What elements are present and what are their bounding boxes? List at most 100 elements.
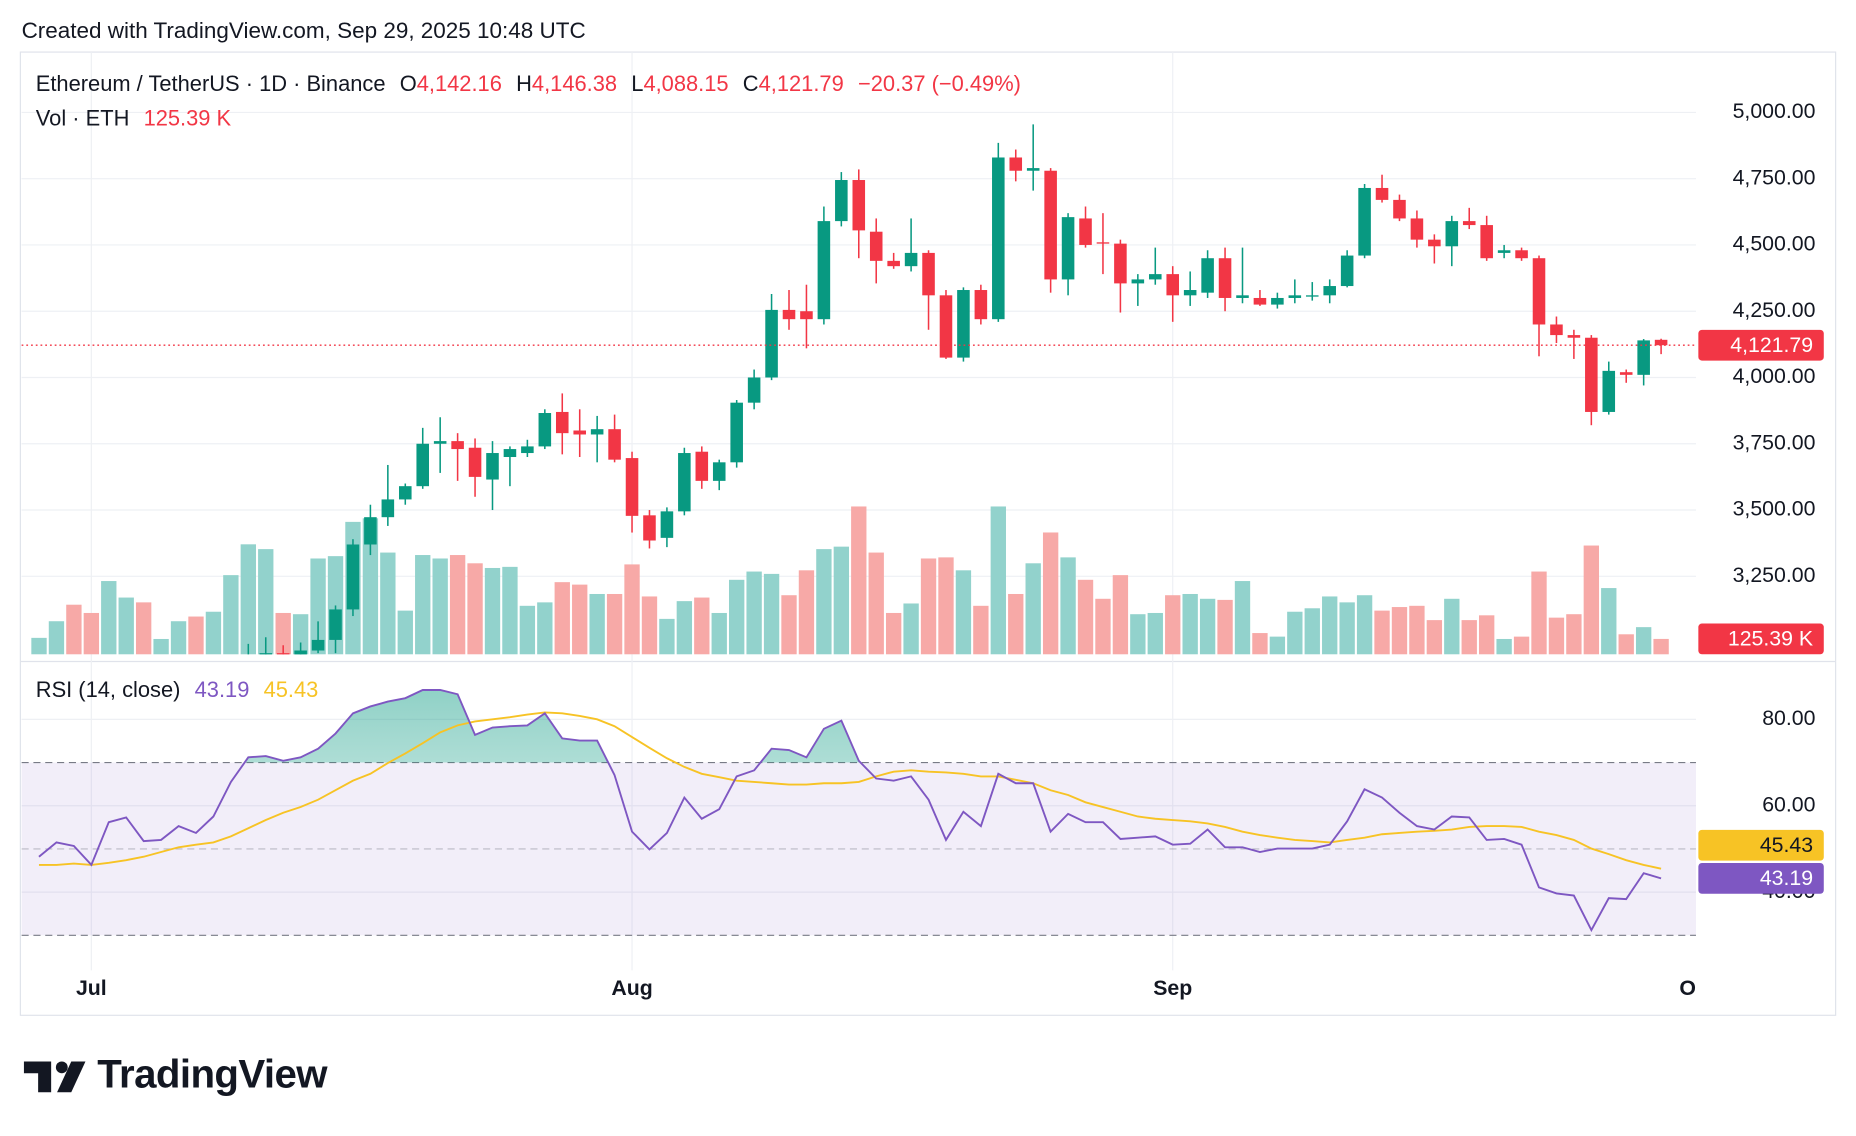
ohlc-value: 4,088.15 [643, 71, 728, 96]
volume-bar [292, 614, 309, 655]
volume-bar [676, 601, 693, 655]
volume-bar [1479, 615, 1495, 655]
candle-body [1009, 157, 1023, 171]
volume-bar [1566, 614, 1582, 655]
rsi-ma-line [38, 711, 1662, 870]
candle-body [1637, 340, 1650, 375]
volume-bar [31, 637, 47, 655]
volume-bar [1322, 596, 1338, 655]
volume-layer [31, 506, 1669, 655]
candle-body [1585, 337, 1598, 412]
candle-body [1323, 286, 1336, 296]
volume-bar [66, 604, 82, 655]
volume-bar [868, 552, 884, 655]
ohlc-key: O [400, 71, 417, 96]
candle-body [1218, 258, 1232, 298]
candle-body [1236, 295, 1249, 298]
candle-layer [21, 124, 1696, 655]
candle-body [1149, 274, 1162, 280]
candle-body [486, 453, 499, 480]
volume-bar [920, 558, 937, 655]
rsi-line [38, 689, 1662, 933]
rsi-last-box [1698, 829, 1824, 861]
candle-body [416, 443, 430, 487]
volume-bar [240, 544, 256, 655]
candle-body [468, 447, 482, 477]
y-tick-label: 4,000.00 [1733, 364, 1816, 388]
candle-body [1410, 218, 1424, 240]
volume-bar [624, 564, 640, 655]
candle-body [1375, 187, 1389, 200]
volume-bar [1008, 593, 1024, 655]
candle-body [1567, 335, 1581, 338]
volume-bar [798, 570, 815, 655]
rsi-last-text: 43.19 [1760, 866, 1813, 890]
volume-bar [1182, 593, 1198, 655]
volume-bar [1199, 598, 1216, 655]
candle-body [1183, 290, 1197, 296]
candle-body [1288, 295, 1302, 298]
volume-bar [1112, 575, 1129, 655]
volume-last-text: 125.39 K [1728, 627, 1813, 651]
volume-bar [135, 602, 152, 655]
candle-body [1044, 170, 1057, 280]
volume-bar [449, 555, 466, 655]
candle-body [660, 511, 674, 538]
ohlc-value: 4,142.16 [417, 71, 502, 96]
logo-mark [57, 1061, 86, 1093]
candle-body [852, 180, 866, 231]
candle-body [1358, 187, 1371, 256]
volume-bar [763, 573, 780, 655]
volume-bar [973, 605, 989, 655]
volume-bar [885, 612, 902, 655]
label-layer: Jul Aug Sep O 3,250.00 3,500.00 3,750.00 4,000.… [76, 99, 1824, 1000]
volume-bar [397, 610, 413, 655]
candle-body [1654, 339, 1668, 346]
volume-bar [606, 593, 623, 655]
volume-bar [903, 603, 919, 655]
volume-bar [1496, 638, 1512, 655]
candle-body [311, 639, 325, 651]
candle-body [782, 309, 796, 320]
volume-bar [1391, 607, 1408, 655]
volume-bar [1165, 595, 1181, 655]
volume-bar [153, 638, 169, 655]
candle-body [1253, 297, 1267, 305]
volume-bar [380, 552, 396, 655]
candle-body [887, 260, 900, 267]
volume-bar [711, 612, 727, 655]
candle-body [608, 429, 621, 460]
candle-body [974, 290, 988, 320]
candle-body [730, 402, 743, 463]
rsi-overbought-fill [244, 690, 861, 763]
candle-body [1201, 258, 1214, 293]
volume-bar [1531, 571, 1547, 655]
ohlc-value: 4,121.79 [759, 71, 844, 96]
candle-body [1532, 258, 1546, 325]
price-legend: Ethereum / TetherUS · 1D · Binance O4,142… [36, 71, 1021, 96]
candle-body [1079, 218, 1092, 245]
y-tick-label: 3,750.00 [1733, 430, 1816, 454]
brand-logo: TradingView [23, 1051, 329, 1096]
volume-bar [1234, 581, 1251, 655]
volume-bar [83, 612, 100, 655]
volume-legend: Vol · ETH 125.39 K [36, 105, 232, 130]
volume-bar [310, 558, 326, 655]
candle-body [869, 231, 883, 261]
logo-mark [23, 1061, 52, 1093]
candle-body [590, 429, 604, 435]
candle-body [259, 653, 273, 655]
volume-bar [1356, 595, 1373, 655]
y-tick-label: 3,250.00 [1733, 563, 1816, 587]
volume-bar [781, 595, 797, 655]
volume-bar [502, 566, 518, 655]
candle-body [747, 377, 761, 403]
y-tick-label: 4,250.00 [1733, 298, 1816, 322]
volume-bar [101, 581, 117, 655]
volume-bar [1269, 636, 1286, 655]
x-tick-label: Jul [76, 976, 107, 1000]
y-tick-label: 4,500.00 [1733, 232, 1816, 256]
